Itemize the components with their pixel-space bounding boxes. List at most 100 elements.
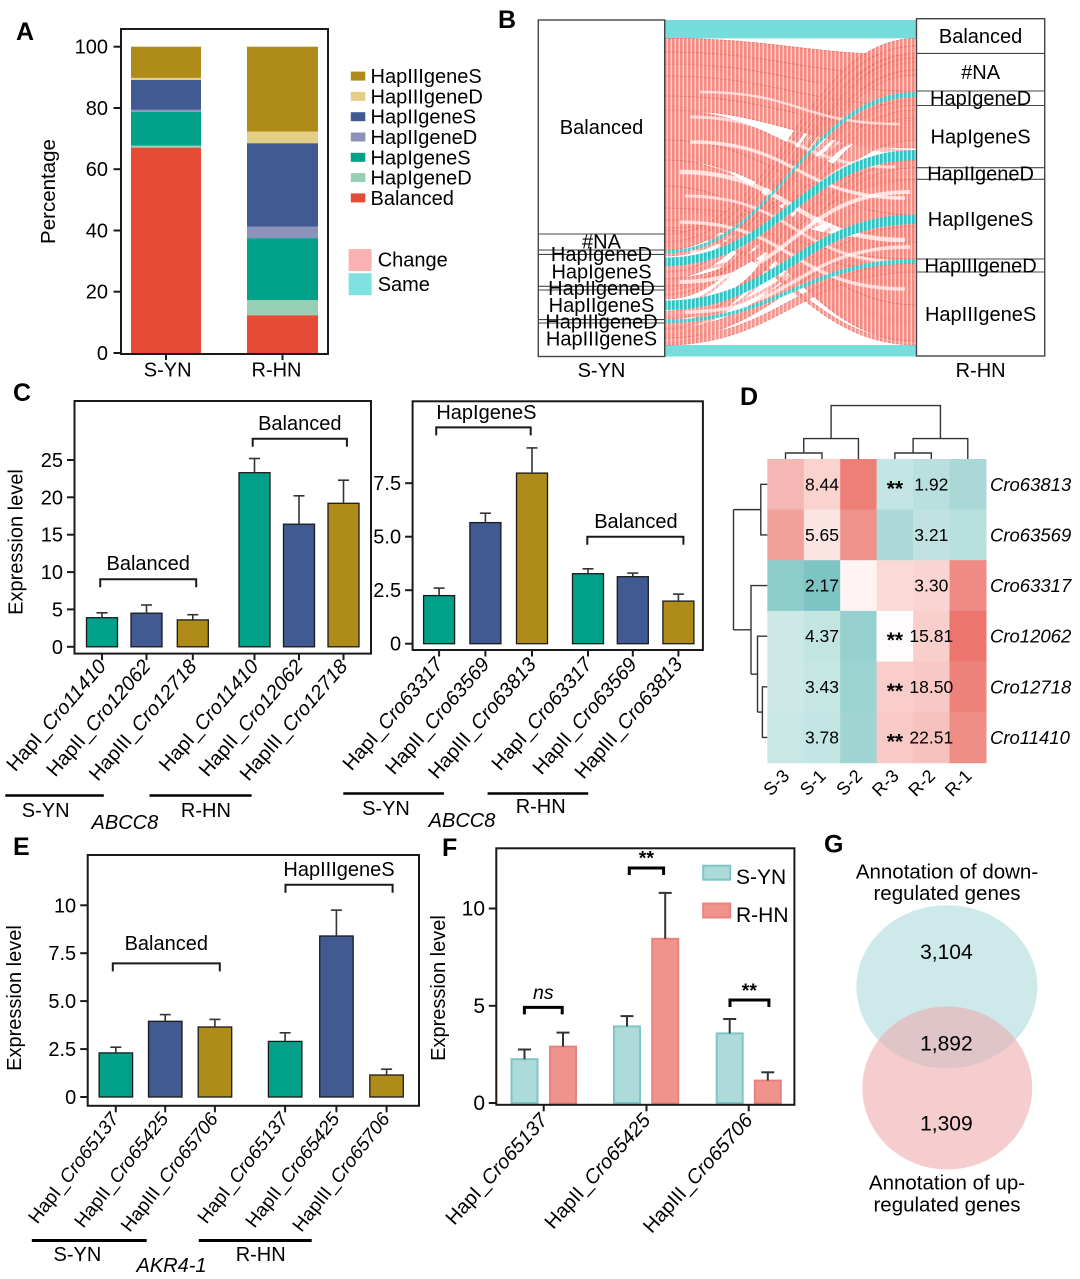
svg-text:HapIgeneD: HapIgeneD — [930, 88, 1031, 110]
svg-text:HapIIIgeneD: HapIIIgeneD — [371, 86, 483, 108]
svg-text:Balanced: Balanced — [106, 553, 189, 575]
svg-text:10: 10 — [54, 895, 76, 917]
svg-text:HapIIIgeneS: HapIIIgeneS — [283, 859, 394, 881]
svg-text:R-HN: R-HN — [956, 360, 1006, 382]
svg-text:2.5: 2.5 — [48, 1039, 76, 1061]
svg-text:**: ** — [742, 980, 758, 1002]
svg-text:0: 0 — [97, 343, 108, 365]
svg-text:HapIgeneS: HapIgeneS — [371, 147, 471, 169]
svg-text:HapIgeneS: HapIgeneS — [551, 262, 651, 284]
svg-text:7.5: 7.5 — [373, 473, 401, 495]
svg-text:**: ** — [887, 629, 904, 652]
svg-text:3.30: 3.30 — [914, 576, 948, 596]
svg-text:0: 0 — [52, 637, 63, 659]
svg-text:1,309: 1,309 — [920, 1113, 973, 1136]
svg-text:25: 25 — [41, 450, 63, 472]
svg-text:HapIIgeneD: HapIIgeneD — [548, 278, 655, 300]
svg-text:Same: Same — [378, 274, 430, 296]
svg-text:**: ** — [639, 848, 655, 870]
svg-text:1.92: 1.92 — [914, 474, 948, 494]
svg-text:S-YN: S-YN — [578, 360, 626, 382]
svg-text:HapIgeneS: HapIgeneS — [436, 402, 536, 424]
svg-text:Balanced: Balanced — [371, 188, 454, 210]
svg-text:5.0: 5.0 — [48, 991, 76, 1013]
svg-text:Cro63569: Cro63569 — [990, 524, 1071, 545]
svg-text:Expression level: Expression level — [4, 925, 26, 1071]
svg-text:Cro12718: Cro12718 — [990, 676, 1072, 697]
svg-text:R-HN: R-HN — [736, 904, 789, 927]
svg-text:0: 0 — [473, 1092, 485, 1115]
svg-text:Balanced: Balanced — [939, 26, 1022, 48]
svg-text:Percentage: Percentage — [37, 139, 60, 244]
svg-text:S-YN: S-YN — [736, 866, 786, 889]
svg-text:100: 100 — [75, 37, 108, 59]
svg-text:R-HN: R-HN — [236, 1244, 286, 1266]
svg-text:R-HN: R-HN — [516, 796, 566, 818]
svg-text:0: 0 — [65, 1087, 76, 1109]
svg-text:HapIIgeneD: HapIIgeneD — [927, 164, 1034, 186]
svg-text:Expression level: Expression level — [428, 915, 450, 1061]
svg-text:3.43: 3.43 — [805, 677, 839, 697]
svg-text:AKR4-1: AKR4-1 — [135, 1255, 206, 1277]
svg-text:5: 5 — [473, 995, 485, 1018]
svg-text:S-YN: S-YN — [144, 360, 192, 382]
svg-text:ABCC8: ABCC8 — [91, 812, 159, 834]
svg-text:F: F — [442, 834, 457, 862]
svg-text:#NA: #NA — [582, 232, 622, 254]
svg-text:HapIIgeneS: HapIIgeneS — [371, 107, 477, 129]
svg-text:**: ** — [887, 680, 904, 703]
svg-text:18.50: 18.50 — [909, 677, 953, 697]
svg-text:40: 40 — [86, 220, 108, 242]
svg-text:10: 10 — [41, 562, 63, 584]
svg-text:20: 20 — [41, 487, 63, 509]
svg-text:HapIIgeneD: HapIIgeneD — [371, 127, 478, 149]
svg-text:HapIIIgeneD: HapIIIgeneD — [924, 256, 1036, 278]
svg-text:C: C — [13, 379, 31, 407]
svg-text:Cro12062: Cro12062 — [990, 626, 1072, 647]
svg-text:2.5: 2.5 — [373, 580, 401, 602]
svg-text:S-YN: S-YN — [362, 798, 410, 820]
svg-text:5.65: 5.65 — [805, 525, 839, 545]
svg-text:Annotation of up-: Annotation of up- — [869, 1172, 1025, 1195]
svg-text:S-YN: S-YN — [54, 1244, 102, 1266]
svg-text:Cro63317: Cro63317 — [990, 575, 1072, 596]
svg-text:0: 0 — [390, 634, 401, 656]
svg-text:80: 80 — [86, 98, 108, 120]
svg-text:22.51: 22.51 — [909, 727, 953, 747]
svg-text:1,892: 1,892 — [920, 1033, 973, 1056]
svg-text:HapIIIgeneS: HapIIIgeneS — [371, 66, 482, 88]
svg-text:E: E — [13, 833, 30, 861]
svg-text:S-YN: S-YN — [22, 800, 70, 822]
svg-text:#NA: #NA — [961, 62, 1001, 84]
svg-text:ns: ns — [533, 982, 554, 1004]
svg-text:B: B — [498, 6, 516, 34]
svg-text:Annotation of down-: Annotation of down- — [856, 861, 1038, 884]
svg-text:4.37: 4.37 — [805, 626, 839, 646]
svg-text:2.17: 2.17 — [805, 576, 839, 596]
svg-text:HapIgeneS: HapIgeneS — [931, 127, 1031, 149]
svg-text:3.21: 3.21 — [914, 525, 948, 545]
svg-text:15: 15 — [41, 525, 63, 547]
svg-text:HapIIIgeneD: HapIIIgeneD — [545, 312, 657, 334]
svg-text:**: ** — [887, 477, 904, 500]
svg-text:Balanced: Balanced — [560, 117, 643, 139]
svg-text:3,104: 3,104 — [920, 941, 973, 964]
svg-text:R-HN: R-HN — [181, 800, 231, 822]
svg-text:3.78: 3.78 — [805, 727, 839, 747]
svg-text:HapIgeneD: HapIgeneD — [551, 244, 652, 266]
svg-text:Balanced: Balanced — [125, 933, 208, 955]
svg-text:regulated genes: regulated genes — [873, 882, 1020, 905]
svg-text:7.5: 7.5 — [48, 943, 76, 965]
svg-text:Expression level: Expression level — [6, 469, 28, 615]
svg-text:Balanced: Balanced — [594, 511, 677, 533]
svg-text:Cro11410: Cro11410 — [990, 727, 1071, 748]
svg-text:HapIIgeneS: HapIIgeneS — [928, 209, 1034, 231]
svg-text:Change: Change — [378, 249, 448, 271]
svg-text:regulated genes: regulated genes — [873, 1194, 1020, 1217]
svg-text:60: 60 — [86, 159, 108, 181]
svg-text:R-HN: R-HN — [252, 360, 302, 382]
svg-text:HapIIIgeneS: HapIIIgeneS — [925, 304, 1036, 326]
svg-text:A: A — [16, 18, 34, 46]
svg-text:5.0: 5.0 — [373, 527, 401, 549]
svg-text:D: D — [740, 383, 758, 411]
